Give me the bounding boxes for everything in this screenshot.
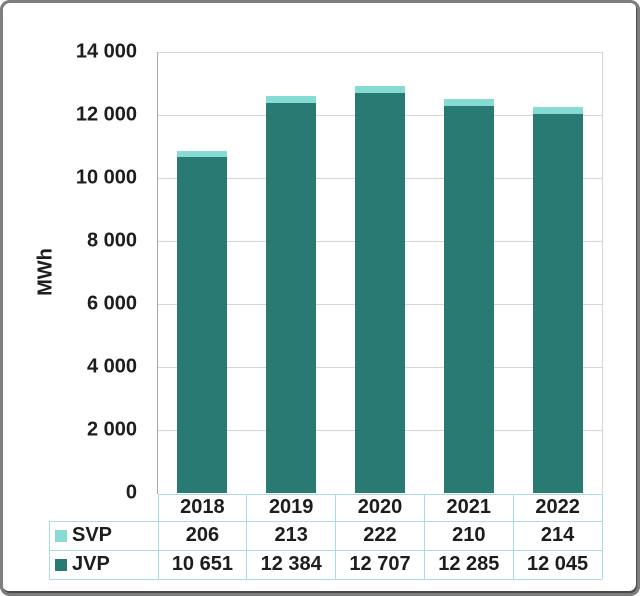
table-year-2021: 2021 xyxy=(446,496,492,518)
table-value-jvp-2020: 12 707 xyxy=(349,553,411,575)
table-hline xyxy=(49,550,602,551)
table-value-jvp-2019: 12 384 xyxy=(260,553,322,575)
gridline-14000 xyxy=(158,51,602,53)
table-year-2019: 2019 xyxy=(268,496,314,518)
table-vline xyxy=(601,494,603,579)
table-value-svp-2019: 213 xyxy=(274,524,308,546)
table-hline xyxy=(49,521,602,522)
table-hline-top xyxy=(158,494,602,495)
y-tick-label-12000: 12 000 xyxy=(75,103,137,126)
bar-jvp-2021 xyxy=(443,106,494,493)
y-tick-label-0: 0 xyxy=(125,481,137,504)
table-year-2020: 2020 xyxy=(357,496,403,518)
table-value-svp-2018: 206 xyxy=(185,524,220,546)
table-year-2018: 2018 xyxy=(180,496,225,518)
table-vline xyxy=(335,494,337,579)
legend-svp: SVP xyxy=(55,521,158,550)
y-tick-label-4000: 4 000 xyxy=(86,355,137,378)
bar-jvp-2019 xyxy=(266,102,317,493)
y-tick-label-2000: 2 000 xyxy=(86,418,137,441)
table-vline xyxy=(423,494,425,579)
table-value-jvp-2022: 12 045 xyxy=(527,553,589,575)
bar-svp-2021 xyxy=(443,99,494,107)
table-value-svp-2021: 210 xyxy=(452,524,486,546)
table-year-2022: 2022 xyxy=(535,496,580,518)
legend-label-svp: SVP xyxy=(72,524,113,546)
bar-svp-2020 xyxy=(355,85,405,93)
table-value-svp-2020: 222 xyxy=(363,524,397,546)
y-tick-label-10000: 10 000 xyxy=(75,166,137,189)
y-tick-label-8000: 8 000 xyxy=(86,229,137,252)
legend-swatch-jvp xyxy=(55,558,67,571)
table-hline xyxy=(49,579,602,580)
y-tick-label-6000: 6 000 xyxy=(86,292,137,315)
bar-jvp-2018 xyxy=(177,157,228,493)
y-tick-label-14000: 14 000 xyxy=(75,40,137,63)
table-value-svp-2022: 214 xyxy=(540,524,575,546)
table-vline xyxy=(246,494,248,579)
legend-jvp: JVP xyxy=(55,550,158,579)
table-value-jvp-2018: 10 651 xyxy=(171,553,233,575)
y-axis-line xyxy=(157,52,158,494)
bar-svp-2018 xyxy=(177,151,228,158)
bar-jvp-2022 xyxy=(532,113,583,493)
table-vline xyxy=(157,494,159,579)
plot-right-line xyxy=(602,52,603,494)
table-vline xyxy=(512,494,514,579)
bar-svp-2022 xyxy=(532,106,583,114)
bar-svp-2019 xyxy=(266,96,317,103)
table-value-jvp-2021: 12 285 xyxy=(438,553,500,575)
legend-label-jvp: JVP xyxy=(72,553,110,575)
bar-jvp-2020 xyxy=(355,92,405,493)
y-axis-title: MWh xyxy=(34,248,57,296)
legend-swatch-svp xyxy=(55,529,67,542)
